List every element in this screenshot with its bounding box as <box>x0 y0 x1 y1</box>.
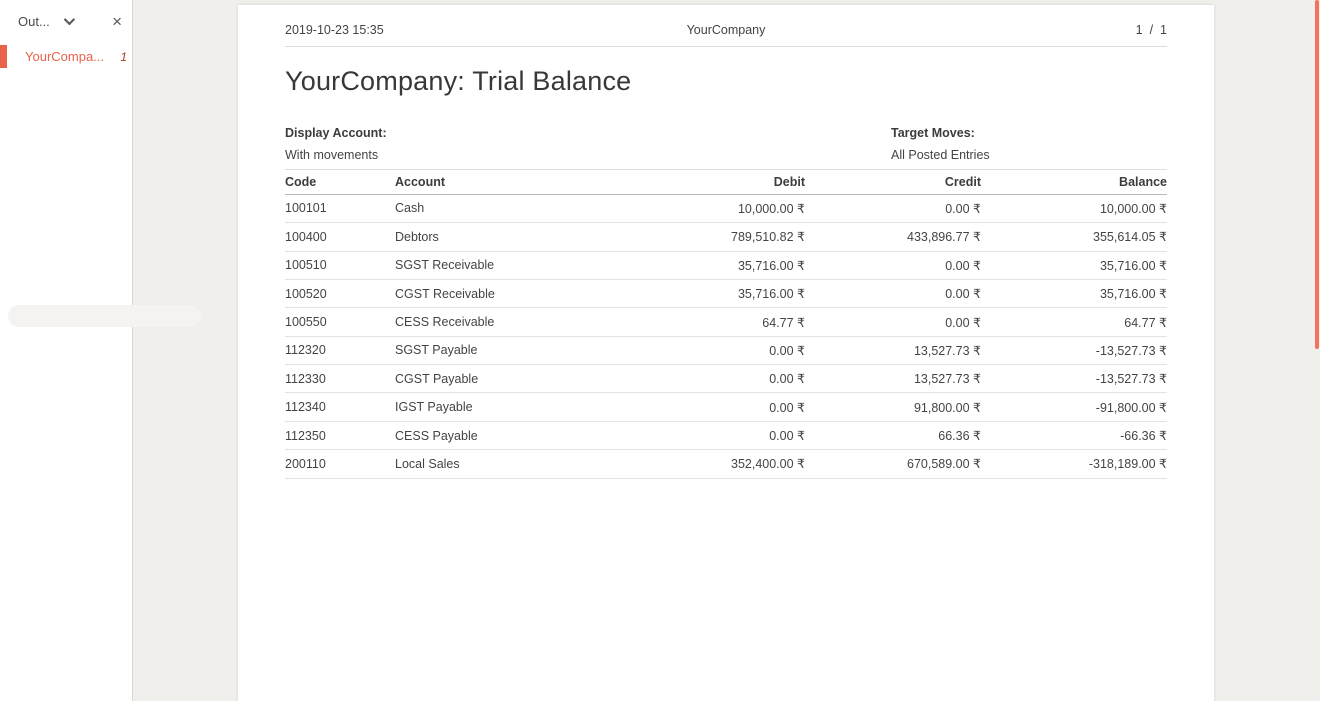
report-header: 2019-10-23 15:35 YourCompany 1 / 1 <box>285 5 1167 47</box>
table-row: 112340 IGST Payable 0.00 ₹91,800.00 ₹ -91,8… <box>285 392 1167 422</box>
table-row: 100510 SGST Receivable 35,716.00 ₹0.00 ₹35… <box>285 251 1167 280</box>
cell-debit: 0.00 ₹ <box>640 364 805 394</box>
cell-account: Debtors <box>395 222 640 252</box>
document-page-count: 1 <box>120 49 127 64</box>
cell-code: 112320 <box>285 336 395 366</box>
cell-balance: -91,800.00 ₹ <box>981 392 1167 422</box>
report-page-number: 1 / 1 <box>873 23 1167 37</box>
table-row: 100400 Debtors 789,510.82 ₹433,896.77 ₹355… <box>285 222 1167 252</box>
cell-debit: 352,400.00 ₹ <box>640 449 805 479</box>
document-name: YourCompa... <box>25 49 105 64</box>
scrollbar-thumb[interactable] <box>1315 0 1319 349</box>
cell-credit: 0.00 ₹ <box>805 194 981 224</box>
table-row: 100101 Cash 10,000.00 ₹0.00 ₹10,000.00 ₹ <box>285 194 1167 224</box>
column-header-credit: Credit <box>805 169 981 195</box>
outline-dropdown[interactable]: Out... <box>18 13 75 29</box>
cell-credit: 670,589.00 ₹ <box>805 449 981 479</box>
loading-placeholder <box>8 305 201 327</box>
cell-account: CESS Payable <box>395 421 640 451</box>
report-page: 2019-10-23 15:35 YourCompany 1 / 1 YourCom… <box>238 5 1214 701</box>
column-header-code: Code <box>285 169 395 195</box>
table-row: 100520 CGST Receivable 35,716.00 ₹0.00 ₹35… <box>285 279 1167 309</box>
cell-account: SGST Payable <box>395 336 640 366</box>
cell-code: 112340 <box>285 392 395 422</box>
cell-code: 100101 <box>285 194 395 224</box>
target-moves-filter: Target Moves: All Posted Entries <box>891 126 990 162</box>
chevron-down-icon <box>63 13 75 26</box>
cell-account: SGST Receivable <box>395 251 640 280</box>
cell-account: CESS Receivable <box>395 307 640 337</box>
sidebar-item-document[interactable]: YourCompa... 1 <box>0 45 132 68</box>
cell-credit: 0.00 ₹ <box>805 279 981 309</box>
display-account-filter: Display Account: With movements <box>285 126 891 162</box>
cell-account: CGST Payable <box>395 364 640 394</box>
cell-account: CGST Receivable <box>395 279 640 309</box>
table-row: 112330 CGST Payable 0.00 ₹13,527.73 ₹ -13,5… <box>285 364 1167 394</box>
cell-account: Local Sales <box>395 449 640 479</box>
trial-balance-table: Code Account Debit Credit Balance 100101 Cash… <box>285 168 1167 479</box>
page-current: 1 <box>1135 23 1143 37</box>
cell-code: 100520 <box>285 279 395 309</box>
cell-credit: 91,800.00 ₹ <box>805 392 981 422</box>
pdf-viewer-area: 2019-10-23 15:35 YourCompany 1 / 1 YourCom… <box>133 0 1320 701</box>
close-icon[interactable]: × <box>112 11 122 31</box>
cell-balance: 355,614.05 ₹ <box>981 222 1167 252</box>
cell-balance: -13,527.73 ₹ <box>981 336 1167 366</box>
cell-debit: 0.00 ₹ <box>640 421 805 451</box>
attachments-sidebar: Out... × YourCompa... 1 <box>0 0 201 701</box>
cell-account: Cash <box>395 194 640 224</box>
cell-code: 112330 <box>285 364 395 394</box>
table-row: 100550 CESS Receivable 64.77 ₹0.00 ₹64.77 … <box>285 307 1167 337</box>
report-company-name: YourCompany <box>686 23 766 37</box>
cell-balance: -66.36 ₹ <box>981 421 1167 451</box>
cell-code: 100550 <box>285 307 395 337</box>
cell-credit: 433,896.77 ₹ <box>805 222 981 252</box>
report-title: YourCompany: Trial Balance <box>285 66 632 96</box>
cell-balance: 35,716.00 ₹ <box>981 251 1167 280</box>
cell-balance: -13,527.73 ₹ <box>981 364 1167 394</box>
cell-code: 200110 <box>285 449 395 479</box>
cell-debit: 35,716.00 ₹ <box>640 251 805 280</box>
cell-debit: 64.77 ₹ <box>640 307 805 337</box>
target-moves-label: Target Moves: <box>891 126 975 140</box>
cell-balance: 64.77 ₹ <box>981 307 1167 337</box>
display-account-value: With movements <box>285 147 379 162</box>
page-total: 1 <box>1160 23 1167 37</box>
report-filters: Display Account: With movements Target M… <box>285 126 1167 162</box>
cell-balance: 35,716.00 ₹ <box>981 279 1167 309</box>
column-header-account: Account <box>395 169 640 195</box>
cell-credit: 13,527.73 ₹ <box>805 364 981 394</box>
page-separator: / <box>1149 23 1154 37</box>
cell-debit: 10,000.00 ₹ <box>640 194 805 224</box>
table-row: 200110 Local Sales 352,400.00 ₹670,589.00 … <box>285 449 1167 479</box>
cell-credit: 13,527.73 ₹ <box>805 336 981 366</box>
cell-code: 100400 <box>285 222 395 252</box>
outline-dropdown-label: Out... <box>18 13 50 29</box>
report-datetime: 2019-10-23 15:35 <box>285 23 384 37</box>
cell-debit: 0.00 ₹ <box>640 336 805 366</box>
cell-balance: 10,000.00 ₹ <box>981 194 1167 224</box>
table-header-row: Code Account Debit Credit Balance <box>285 169 1167 195</box>
table-row: 112320 SGST Payable 0.00 ₹13,527.73 ₹ -13,5… <box>285 336 1167 366</box>
column-header-balance: Balance <box>981 169 1167 195</box>
cell-account: IGST Payable <box>395 392 640 422</box>
cell-balance: -318,189.00 ₹ <box>981 449 1167 479</box>
display-account-label: Display Account: <box>285 126 387 140</box>
table-body: 100101 Cash 10,000.00 ₹0.00 ₹10,000.00 ₹10… <box>285 194 1167 479</box>
cell-debit: 789,510.82 ₹ <box>640 222 805 252</box>
cell-code: 112350 <box>285 421 395 451</box>
cell-debit: 35,716.00 ₹ <box>640 279 805 309</box>
target-moves-value: All Posted Entries <box>891 147 990 162</box>
sidebar-header: Out... × <box>0 0 132 42</box>
table-row: 112350 CESS Payable 0.00 ₹66.36 ₹ -66.36 ₹ <box>285 421 1167 451</box>
column-header-debit: Debit <box>640 169 805 195</box>
cell-credit: 66.36 ₹ <box>805 421 981 451</box>
cell-credit: 0.00 ₹ <box>805 251 981 280</box>
cell-debit: 0.00 ₹ <box>640 392 805 422</box>
cell-code: 100510 <box>285 251 395 280</box>
cell-credit: 0.00 ₹ <box>805 307 981 337</box>
